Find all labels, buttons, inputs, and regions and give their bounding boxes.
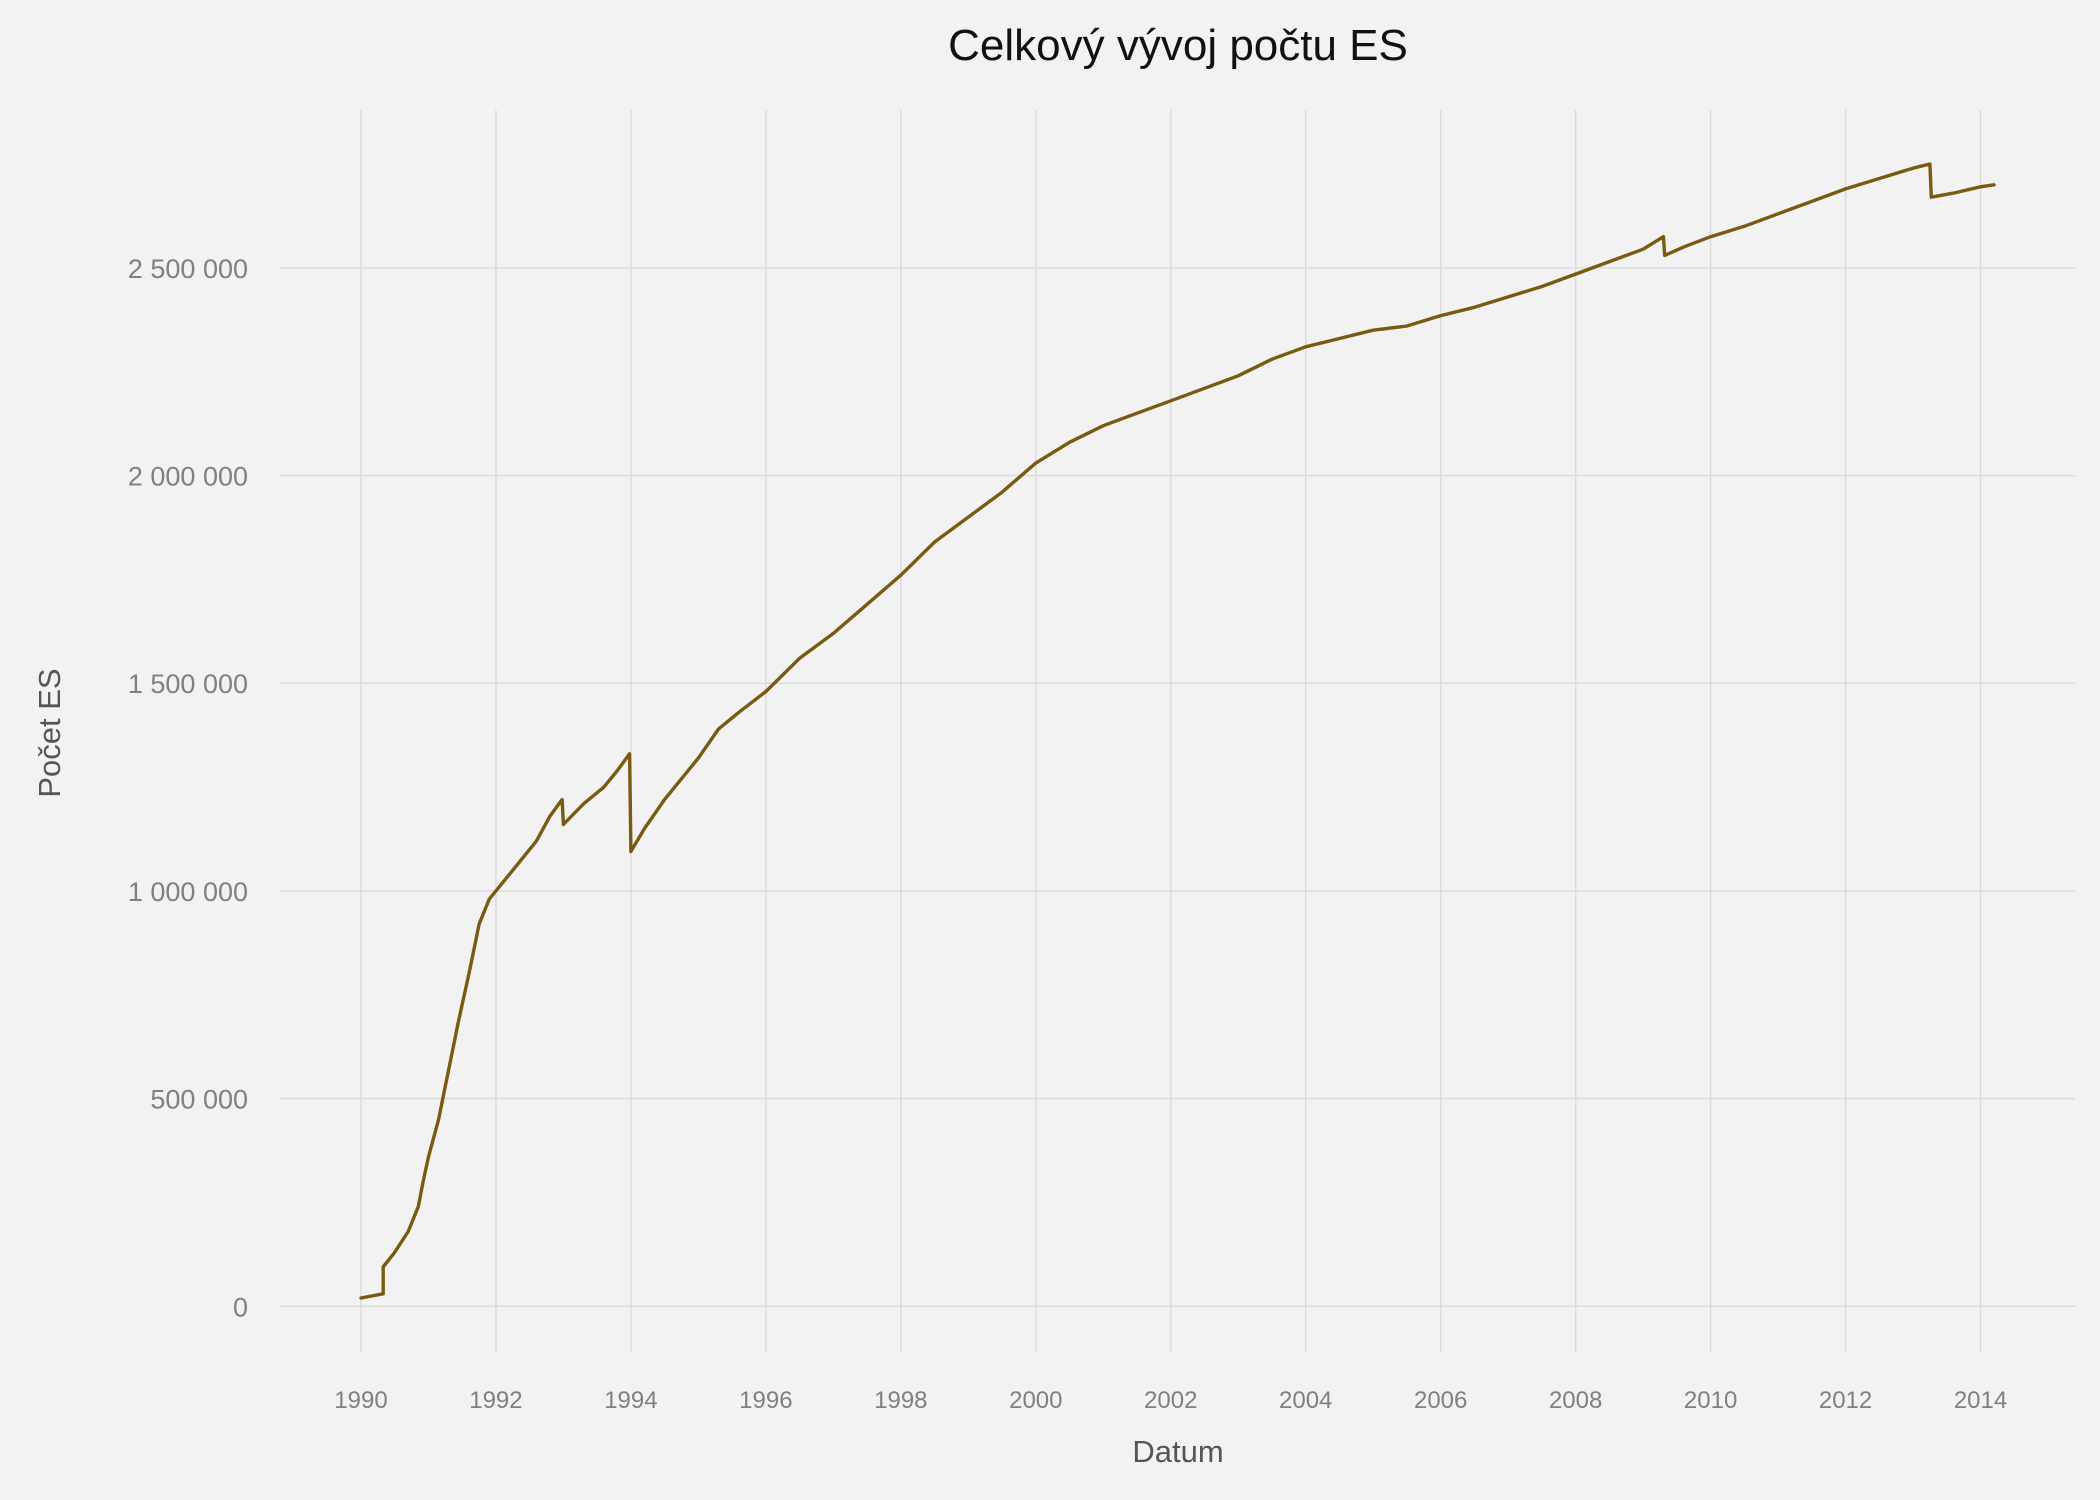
grid	[280, 110, 2075, 1352]
y-axis-title: Počet ES	[32, 668, 67, 797]
y-tick-label: 2 500 000	[128, 254, 248, 284]
y-axis-ticks: 0 500 000 1 000 000 1 500 000 2 000 000 2 500…	[128, 254, 248, 1322]
y-tick-label: 500 000	[150, 1085, 248, 1115]
x-tick-label: 2010	[1684, 1387, 1737, 1414]
x-tick-label: 2012	[1819, 1387, 1872, 1414]
chart-title: Celkový vývoj počtu ES	[948, 21, 1408, 70]
series-line	[359, 162, 1996, 1300]
x-axis-title: Datum	[1132, 1434, 1223, 1469]
x-tick-label: 2002	[1144, 1387, 1197, 1414]
series-layer	[359, 162, 1996, 1300]
x-tick-label: 2000	[1009, 1387, 1062, 1414]
x-tick-label: 2004	[1279, 1387, 1332, 1414]
x-tick-label: 2006	[1414, 1387, 1467, 1414]
x-tick-label: 2014	[1954, 1387, 2007, 1414]
x-axis-ticks: 1990 1992 1994 1996 1998 2000 2002 2004 2006 2008…	[334, 1387, 2007, 1414]
x-tick-label: 1990	[334, 1387, 387, 1414]
x-tick-label: 1994	[604, 1387, 657, 1414]
y-tick-label: 1 500 000	[128, 669, 248, 699]
x-tick-label: 1992	[469, 1387, 522, 1414]
y-tick-label: 2 000 000	[128, 462, 248, 492]
y-tick-label: 1 000 000	[128, 877, 248, 907]
x-tick-label: 1998	[874, 1387, 927, 1414]
x-tick-label: 2008	[1549, 1387, 1602, 1414]
y-tick-label: 0	[233, 1292, 248, 1322]
x-tick-label: 1996	[739, 1387, 792, 1414]
